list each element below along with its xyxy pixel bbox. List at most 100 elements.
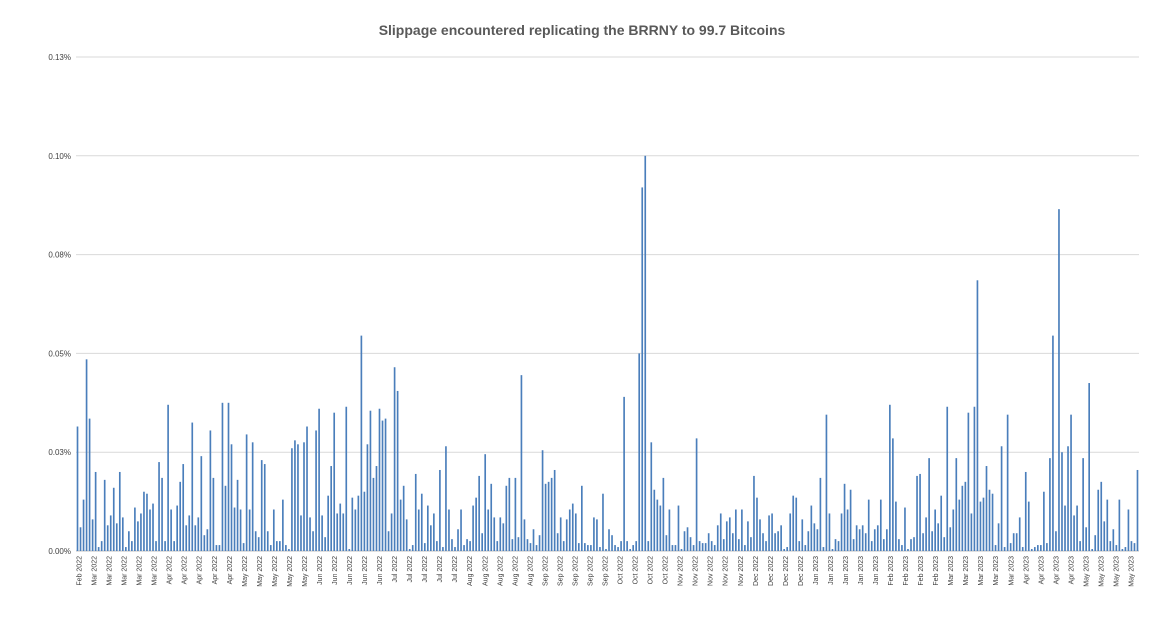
bar [650, 442, 653, 551]
bar [798, 541, 801, 551]
bar [396, 390, 399, 551]
x-tick-label: Jun 2022 [377, 556, 384, 585]
x-tick-label: Mar 2022 [92, 556, 99, 586]
x-tick-label: Nov 2022 [678, 556, 685, 586]
bar [1115, 545, 1118, 551]
bar [593, 517, 595, 551]
x-tick-label: Apr 2022 [167, 556, 174, 585]
bar [1037, 545, 1039, 551]
bar [224, 485, 227, 551]
bar [158, 462, 160, 551]
bar [571, 503, 574, 551]
bar [892, 438, 894, 551]
y-axis-ticks: 0.13% 0.10% 0.08% 0.05% 0.03% 0.00% [48, 53, 71, 556]
bar [813, 523, 816, 551]
bar [381, 420, 384, 551]
bar [227, 402, 230, 551]
bar [1021, 547, 1024, 551]
bar [870, 541, 873, 551]
x-tick-label: Mar 2023 [1008, 556, 1015, 586]
bar [402, 485, 405, 551]
x-tick-label: May 2022 [302, 556, 309, 587]
bar [596, 519, 598, 551]
bar [614, 545, 616, 551]
bar [1000, 446, 1003, 551]
bar [828, 513, 831, 551]
bar [1027, 501, 1030, 551]
bar [792, 495, 795, 551]
bar [179, 481, 182, 551]
bar [886, 529, 888, 551]
bar [1070, 414, 1072, 551]
bar [759, 519, 761, 551]
x-tick-label: Oct 2022 [633, 556, 640, 585]
bar [1076, 505, 1078, 551]
bar [780, 525, 782, 551]
bar [263, 464, 266, 551]
x-tick-label: Aug 2022 [467, 556, 474, 586]
bar [309, 517, 311, 551]
bar [466, 539, 468, 551]
bar [257, 537, 260, 551]
bar [819, 477, 822, 551]
bar [345, 406, 348, 551]
bar [910, 539, 912, 551]
bar [131, 541, 133, 551]
bar [867, 499, 870, 551]
bar [762, 533, 764, 551]
bar [1118, 499, 1121, 551]
bar [1052, 335, 1054, 551]
bar [121, 517, 124, 551]
bar [532, 529, 535, 551]
bar [520, 375, 523, 551]
bar [242, 543, 245, 551]
bar [1055, 531, 1057, 551]
bar [611, 535, 613, 551]
bar [538, 535, 541, 551]
bar [360, 335, 363, 551]
bar [568, 509, 571, 551]
bar [294, 440, 296, 551]
x-tick-label: Oct 2022 [663, 556, 670, 585]
gridlines [76, 56, 1139, 552]
bar [303, 442, 305, 551]
bar [502, 523, 505, 551]
bar [408, 549, 411, 551]
bar [339, 503, 342, 551]
bar [741, 509, 743, 551]
bar [771, 513, 773, 551]
bar [514, 477, 517, 551]
x-tick-label: Jul 2022 [407, 556, 414, 583]
bar [635, 541, 638, 551]
bar [807, 531, 810, 551]
bar [707, 533, 710, 551]
bar [209, 430, 212, 551]
bar [1003, 547, 1006, 551]
bar [692, 545, 695, 551]
x-tick-label: Apr 2022 [182, 556, 189, 585]
bar [475, 497, 477, 551]
bar [1043, 491, 1045, 551]
bar [620, 541, 622, 551]
x-tick-label: Apr 2023 [1023, 556, 1030, 585]
bar [291, 448, 293, 551]
bar [1124, 547, 1127, 551]
bar [393, 367, 396, 551]
bar [188, 515, 191, 551]
bar [336, 513, 339, 551]
bar [414, 473, 417, 551]
bar [904, 507, 906, 551]
bar [517, 537, 520, 551]
bar [825, 414, 828, 551]
bar [200, 456, 203, 551]
bar [457, 529, 459, 551]
bar [499, 517, 502, 551]
bar [125, 547, 127, 551]
bar [197, 517, 200, 551]
bar [849, 489, 852, 551]
bar [982, 497, 985, 551]
bar [387, 531, 390, 551]
bar [584, 543, 586, 551]
